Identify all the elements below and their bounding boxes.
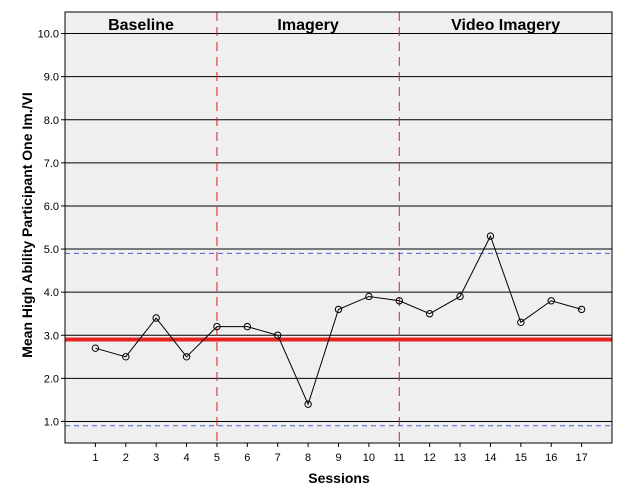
series-line	[95, 234, 582, 406]
data-point	[425, 310, 434, 318]
x-tick-label: 8	[305, 452, 311, 464]
phase-label: Video Imagery	[451, 17, 560, 34]
x-tick-label: 6	[244, 452, 250, 464]
data-point	[182, 353, 191, 361]
x-tick-label: 11	[394, 452, 405, 464]
y-tick-label: 5.0	[44, 244, 59, 256]
plot-area	[65, 12, 612, 443]
y-tick-label: 10.0	[38, 29, 59, 41]
x-tick-label: 14	[484, 452, 496, 464]
plot-frame	[64, 11, 613, 444]
y-tick-label: 8.0	[44, 115, 59, 127]
x-axis-title: Sessions	[308, 470, 370, 486]
data-point	[213, 322, 221, 331]
data-point	[547, 297, 555, 305]
axes: 1.02.03.04.05.06.07.08.09.010.01 2 3 4 5 6 7 8 9…	[38, 11, 613, 464]
data-point	[91, 344, 100, 352]
y-tick-label: 6.0	[44, 201, 59, 213]
data-point	[395, 297, 403, 305]
data-point	[243, 322, 252, 331]
phase-lines	[216, 12, 400, 443]
x-tick-label: 5	[214, 452, 220, 464]
x-tick-label: 16	[545, 452, 557, 464]
phase-labels: Baseline Imagery Video Imagery	[108, 17, 560, 34]
x-tick-label: 1	[92, 452, 98, 464]
x-tick-label: 15	[515, 452, 527, 464]
x-tick-label: 12	[424, 452, 436, 464]
y-axis-title: Mean High Ability Participant One Im./VI	[19, 92, 35, 358]
data-point	[334, 305, 343, 314]
x-tick-label: 3	[153, 452, 159, 464]
data-point	[365, 292, 373, 301]
x-tick-label: 7	[275, 452, 281, 464]
reference-lines	[65, 252, 612, 427]
gridlines	[65, 33, 612, 422]
x-tick-label: 17	[575, 452, 587, 464]
x-tick-label: 13	[454, 452, 466, 464]
x-tick-label: 9	[335, 452, 341, 464]
x-tick-label: 2	[123, 452, 129, 464]
data-point	[456, 292, 464, 301]
plot-background	[65, 12, 612, 443]
x-tick-label: 4	[183, 452, 189, 464]
phase-label: Imagery	[277, 17, 338, 34]
y-tick-label: 9.0	[44, 72, 59, 84]
y-tick-label: 3.0	[44, 330, 59, 342]
y-tick-label: 4.0	[44, 287, 59, 299]
data-point	[517, 318, 525, 327]
y-tick-label: 1.0	[44, 416, 59, 428]
x-tick-label: 10	[363, 452, 375, 464]
data-point	[152, 314, 160, 322]
data-point	[577, 305, 586, 314]
series	[91, 232, 586, 408]
phase-label: Baseline	[108, 17, 174, 34]
data-point	[122, 353, 130, 361]
data-point	[486, 232, 495, 240]
data-point	[274, 331, 282, 339]
data-point	[304, 400, 312, 408]
y-tick-label: 2.0	[44, 373, 59, 385]
y-tick-label: 7.0	[44, 158, 59, 170]
